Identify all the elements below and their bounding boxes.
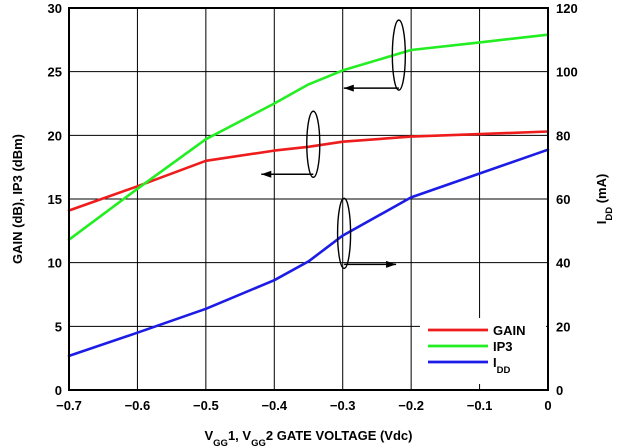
series-line-gain <box>67 130 550 212</box>
x-axis-title-part: 2 GATE VOLTAGE (Vdc) <box>266 428 413 443</box>
y-left-tick-label: 30 <box>48 1 62 16</box>
y-right-tick-label: 100 <box>556 65 578 80</box>
axis-titles: VGG1, VGG2 GATE VOLTAGE (Vdc)GAIN (dB), … <box>10 134 615 448</box>
x-axis-title-part: V <box>205 428 214 443</box>
legend-label-part: GAIN <box>493 323 526 338</box>
y-left-tick-label: 10 <box>48 256 62 271</box>
y-left-tick-label: 25 <box>48 65 62 80</box>
series-lines <box>67 33 550 358</box>
y-right-axis-title-part: (mA) <box>594 174 609 207</box>
y-right-tick-label: 120 <box>556 1 578 16</box>
x-axis-title-part: GG <box>251 438 266 448</box>
gain-axis-marker-ellipse <box>306 110 321 178</box>
idd-axis-marker-ellipse <box>336 197 352 270</box>
legend-label-part: DD <box>497 365 511 376</box>
y-left-axis-title: GAIN (dB), IP3 (dBm) <box>10 134 25 264</box>
legend-label-part: IP3 <box>493 339 513 354</box>
legend-label: GAIN <box>493 323 526 338</box>
plot-frame <box>68 7 549 391</box>
legend-background <box>420 318 546 384</box>
x-axis-title: VGG1, VGG2 GATE VOLTAGE (Vdc) <box>205 428 413 448</box>
y-left-tick-label: 0 <box>55 383 62 398</box>
idd-axis-marker-arrow-head <box>386 260 397 268</box>
x-axis-title-part: 1, V <box>228 428 251 443</box>
tick-labels: −0.7 −0.6 −0.5 −0.4 −0.3 −0.2 −0.1 005101520253… <box>48 1 578 413</box>
x-tick-label: −0.6 <box>125 398 151 413</box>
y-right-axis-title-part: I <box>594 221 609 225</box>
y-left-tick-label: 5 <box>55 319 62 334</box>
y-left-tick-label: 15 <box>48 192 62 207</box>
plot-frame-rect <box>68 7 549 391</box>
y-right-tick-label: 80 <box>556 128 570 143</box>
x-tick-label: −0.1 <box>467 398 493 413</box>
y-right-tick-label: 20 <box>556 319 570 334</box>
x-tick-label: −0.5 <box>193 398 219 413</box>
ip3-axis-marker-ellipse <box>391 19 407 91</box>
x-tick-label: −0.2 <box>398 398 424 413</box>
series-line-idd <box>67 148 550 358</box>
y-right-tick-label: 0 <box>556 383 563 398</box>
x-tick-label: −0.3 <box>330 398 356 413</box>
gain-axis-marker-arrow-head <box>261 170 272 178</box>
y-right-axis-title: IDD (mA) <box>594 174 615 225</box>
series-line-ip3 <box>67 33 550 241</box>
legend-label: IDD <box>493 355 510 376</box>
legend-label-part: I <box>493 355 497 370</box>
x-axis-title-part: GG <box>213 438 228 448</box>
legend-label: IP3 <box>493 339 513 354</box>
y-right-tick-label: 40 <box>556 256 570 271</box>
x-tick-label: −0.4 <box>261 398 287 413</box>
y-left-tick-label: 20 <box>48 128 62 143</box>
x-tick-label: 0 <box>544 398 551 413</box>
ip3-axis-marker-arrow-head <box>343 84 354 92</box>
y-right-axis-title-part: DD <box>604 207 615 221</box>
axis-annotations <box>261 19 407 270</box>
x-tick-label: −0.7 <box>56 398 82 413</box>
y-right-tick-label: 60 <box>556 192 570 207</box>
